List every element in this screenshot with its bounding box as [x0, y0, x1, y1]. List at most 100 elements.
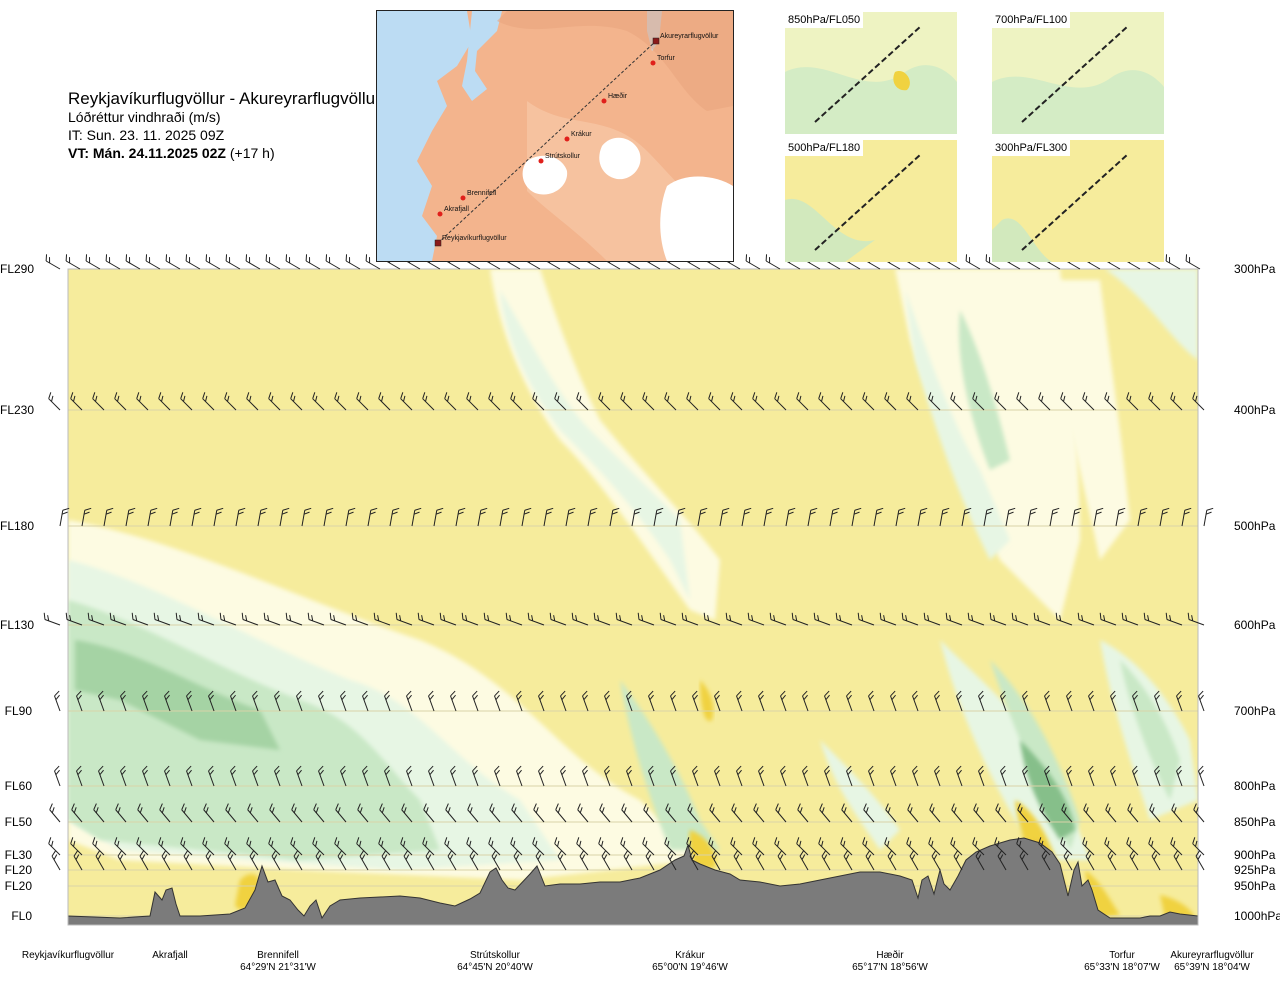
wind-barb: [406, 690, 413, 712]
wind-barb: [1137, 507, 1148, 527]
wind-barb: [1121, 612, 1139, 626]
wind-barb: [422, 837, 435, 856]
wind-barb: [532, 837, 545, 856]
wind-barb: [535, 850, 545, 871]
wind-barb: [841, 803, 853, 823]
wind-barb: [840, 837, 853, 856]
wind-barb: [81, 507, 92, 527]
wind-barb: [181, 803, 193, 823]
wind-barb: [142, 765, 149, 787]
wind-barb: [643, 803, 655, 823]
wind-barb: [753, 803, 765, 823]
vertical-wind-field: [68, 269, 1198, 918]
wind-barb: [857, 612, 875, 626]
level-label-left: FL290: [0, 262, 35, 276]
wind-barb: [835, 612, 853, 626]
wind-barb: [994, 837, 1007, 856]
wind-barb: [997, 850, 1007, 871]
wind-barb: [65, 254, 81, 270]
level-label-right: 1000hPa: [1234, 909, 1280, 923]
field-contour: [75, 640, 280, 750]
route-inset-map: Akureyrarflugvöllur Torfur Hæðir Krákur Strú…: [376, 10, 734, 262]
wind-barb: [906, 392, 919, 411]
wind-barb: [950, 837, 963, 856]
wind-barb: [219, 612, 237, 626]
wind-barb: [164, 690, 171, 712]
inset-waypoint-label: Brennifell: [467, 190, 497, 197]
wind-barb: [318, 765, 325, 787]
wind-barb: [186, 690, 193, 712]
wind-barb: [1055, 612, 1073, 626]
wind-barb: [467, 803, 479, 823]
wind-barb: [1085, 850, 1095, 871]
wind-barb: [620, 392, 633, 411]
wind-barb: [1132, 690, 1139, 712]
wind-barb: [131, 612, 149, 626]
wind-barb: [1149, 803, 1161, 823]
wind-barb: [290, 392, 303, 411]
wind-barb: [802, 765, 809, 787]
route-title: Reykjavíkurflugvöllur - Akureyrarflugvöl…: [68, 89, 381, 108]
wind-barb: [249, 850, 259, 871]
wind-barb: [477, 507, 488, 527]
wind-barb: [136, 837, 149, 856]
wind-barb: [1165, 254, 1181, 270]
wind-barb: [423, 803, 435, 823]
valid-time: VT: Mán. 24.11.2025 02Z (+17 h): [68, 144, 381, 162]
waypoint-name: Akureyrarflugvöllur: [1170, 950, 1254, 961]
field-contour: [1120, 660, 1180, 800]
wind-barb: [120, 765, 127, 787]
wind-barb: [447, 850, 457, 871]
wind-barb: [745, 254, 761, 270]
wind-barb: [175, 612, 193, 626]
wind-barb: [117, 850, 127, 871]
wind-barb: [164, 765, 171, 787]
inset-waypoint-label: Akureyrarflugvöllur: [660, 33, 719, 40]
wind-barb: [1016, 392, 1029, 411]
wind-barb: [49, 803, 61, 823]
wind-barb: [730, 392, 743, 411]
wind-barb: [879, 612, 897, 626]
wind-barb: [65, 612, 83, 626]
wind-barb: [615, 612, 633, 626]
wind-barb: [1077, 612, 1095, 626]
wind-barb: [381, 850, 391, 871]
wind-barb: [1195, 850, 1205, 871]
wind-barb: [315, 850, 325, 871]
wind-barb: [577, 803, 589, 823]
wind-barb: [884, 837, 897, 856]
wind-barb: [560, 690, 567, 712]
wind-barb: [357, 803, 369, 823]
wind-barb: [323, 507, 334, 527]
wind-barb: [186, 765, 193, 787]
wind-barb: [136, 392, 149, 411]
level-label-right: 850hPa: [1234, 815, 1276, 829]
wind-barb: [71, 803, 83, 823]
level-label-right: 950hPa: [1234, 879, 1276, 893]
waypoint-label: Reykjavíkurflugvöllur: [18, 950, 118, 962]
wind-barb: [642, 392, 655, 411]
wind-barb: [114, 837, 127, 856]
level-label-left: FL50: [4, 815, 32, 829]
wind-barb: [769, 612, 787, 626]
wind-barb: [483, 612, 501, 626]
wind-barb: [912, 690, 919, 712]
wind-barb: [557, 850, 567, 871]
level-label-left: FL90: [4, 704, 32, 718]
wind-barb: [846, 765, 853, 787]
wind-barb: [775, 803, 787, 823]
wind-barb: [1071, 507, 1082, 527]
wind-barb: [890, 690, 897, 712]
level-label-right: 700hPa: [1234, 704, 1276, 718]
mini-map-700: 700hPa/FL100: [992, 12, 1164, 134]
wind-barb: [579, 850, 589, 871]
wind-barb: [362, 690, 369, 712]
wind-barb: [1173, 850, 1183, 871]
wind-barb: [840, 392, 853, 411]
wind-barb: [401, 803, 413, 823]
wind-barb: [257, 507, 268, 527]
wind-barb: [609, 507, 620, 527]
waypoint-marker: [538, 158, 544, 164]
wind-barb: [538, 765, 545, 787]
wind-barb: [598, 392, 611, 411]
